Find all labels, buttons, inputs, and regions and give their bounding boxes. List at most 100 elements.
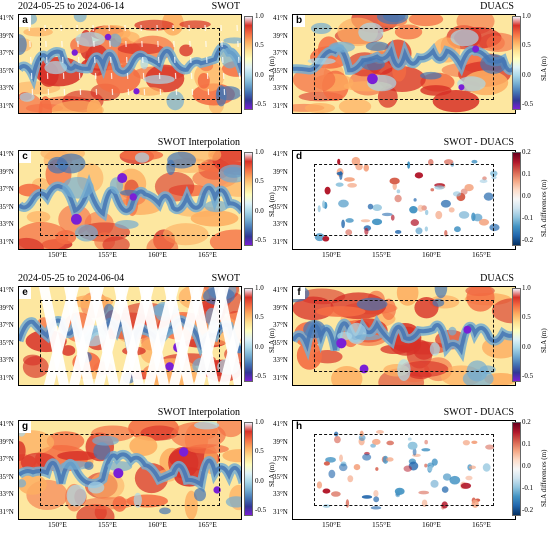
lat-tick-label: 37°N	[0, 455, 14, 464]
panel-title: SWOT - DUACS	[443, 137, 514, 148]
lat-tick-label: 41°N	[0, 286, 14, 294]
panel-title: SWOT Interpolation	[157, 407, 240, 418]
sla-map	[292, 286, 516, 386]
lat-tick-label: 41°N	[273, 14, 288, 22]
lat-tick-label: 37°N	[273, 455, 288, 464]
sla-field	[19, 421, 241, 519]
colorbar-tick-label: 0.2	[522, 148, 531, 156]
colorbar-label: SLA differences (m)	[540, 449, 548, 507]
lat-tick-label: 41°N	[0, 150, 14, 158]
colorbar-tick-label: 0.0	[255, 70, 264, 79]
lon-tick-label: 150°E	[48, 520, 67, 529]
lat-tick-label: 31°N	[0, 508, 14, 516]
lat-tick-label: 41°N	[0, 420, 14, 428]
lat-tick-label: 35°N	[0, 202, 14, 211]
lon-tick-label: 160°E	[148, 520, 167, 529]
colorbar-label: SLA (m)	[540, 328, 548, 353]
lat-tick-label: 31°N	[273, 238, 288, 246]
sla-colorbar	[512, 288, 521, 382]
study-region-box	[40, 300, 220, 372]
panel-title: DUACS	[480, 273, 514, 284]
lat-tick-label: 37°N	[273, 321, 288, 330]
colorbar-tick-label: -0.5	[255, 236, 267, 244]
sla-map	[18, 14, 242, 114]
lat-tick-label: 39°N	[0, 303, 14, 312]
colorbar-tick-label: 0.5	[255, 177, 264, 186]
colorbar-tick-label: 1.0	[255, 148, 264, 156]
sla-field	[293, 421, 515, 519]
panel-letter: d	[293, 151, 305, 163]
lon-tick-label: 150°E	[322, 250, 341, 259]
lon-tick-label: 165°E	[198, 520, 217, 529]
lat-tick-label: 31°N	[273, 102, 288, 110]
lat-tick-label: 31°N	[0, 102, 14, 110]
lat-tick-label: 33°N	[273, 84, 288, 93]
colorbar-tick-label: 0.1	[522, 440, 531, 448]
lat-tick-label: 39°N	[0, 437, 14, 446]
study-region-box	[314, 164, 494, 236]
colorbar-tick-label: 0.5	[522, 313, 531, 322]
sla-field	[19, 151, 241, 249]
lon-tick-label: 150°E	[48, 250, 67, 259]
lat-tick-label: 35°N	[273, 472, 288, 481]
lat-tick-label: 33°N	[273, 220, 288, 229]
lat-tick-label: 33°N	[273, 356, 288, 365]
colorbar-tick-label: 0.0	[522, 70, 531, 79]
panel-letter: a	[19, 15, 31, 27]
sla-field	[19, 15, 241, 113]
colorbar-tick-label: 0.0	[522, 462, 531, 470]
colorbar-tick-label: -0.5	[255, 372, 267, 380]
lon-tick-label: 165°E	[198, 250, 217, 259]
study-region-box	[314, 28, 494, 100]
colorbar-tick-label: 1.0	[255, 418, 264, 426]
lat-tick-label: 37°N	[273, 185, 288, 194]
colorbar-tick-label: 0.1	[522, 170, 531, 178]
colorbar-tick-label: -0.2	[522, 236, 534, 244]
colorbar-tick-label: -0.5	[522, 372, 534, 380]
colorbar-tick-label: -0.5	[255, 100, 267, 108]
panel-letter: h	[293, 421, 305, 433]
lat-tick-label: 35°N	[0, 338, 14, 347]
lon-tick-label: 165°E	[472, 250, 491, 259]
colorbar-tick-label: -0.1	[522, 214, 534, 222]
study-region-box	[314, 434, 494, 506]
study-region-box	[314, 300, 494, 372]
study-region-box	[40, 434, 220, 506]
lat-tick-label: 31°N	[273, 374, 288, 382]
panel-letter: f	[293, 287, 305, 299]
study-region-box	[40, 28, 220, 100]
colorbar-tick-label: 1.0	[255, 284, 264, 292]
lat-tick-label: 37°N	[0, 185, 14, 194]
lat-tick-label: 35°N	[273, 338, 288, 347]
lat-tick-label: 33°N	[273, 490, 288, 499]
colorbar-tick-label: 0.0	[255, 206, 264, 215]
colorbar-tick-label: 0.0	[255, 476, 264, 485]
lon-tick-label: 160°E	[422, 520, 441, 529]
colorbar-tick-label: 1.0	[522, 12, 531, 20]
sla-map	[292, 14, 516, 114]
sla-map	[292, 150, 516, 250]
lat-tick-label: 37°N	[0, 49, 14, 58]
lat-tick-label: 39°N	[273, 31, 288, 40]
panel-letter: e	[19, 287, 31, 299]
lat-tick-label: 37°N	[0, 321, 14, 330]
panel-title: DUACS	[480, 1, 514, 12]
sla-colorbar	[244, 16, 253, 110]
lon-tick-label: 155°E	[98, 520, 117, 529]
colorbar-tick-label: 1.0	[255, 12, 264, 20]
sla-field	[293, 15, 515, 113]
diff-colorbar	[512, 152, 521, 246]
lon-tick-label: 160°E	[148, 250, 167, 259]
lat-tick-label: 41°N	[0, 14, 14, 22]
colorbar-tick-label: 0.5	[255, 313, 264, 322]
lat-tick-label: 37°N	[273, 49, 288, 58]
lat-tick-label: 35°N	[273, 202, 288, 211]
lat-tick-label: 39°N	[273, 167, 288, 176]
colorbar-tick-label: 0.5	[255, 447, 264, 456]
sla-field	[293, 151, 515, 249]
lat-tick-label: 33°N	[0, 356, 14, 365]
lat-tick-label: 41°N	[273, 150, 288, 158]
sla-map	[18, 286, 242, 386]
study-region-box	[40, 164, 220, 236]
colorbar-tick-label: 0.5	[522, 41, 531, 50]
